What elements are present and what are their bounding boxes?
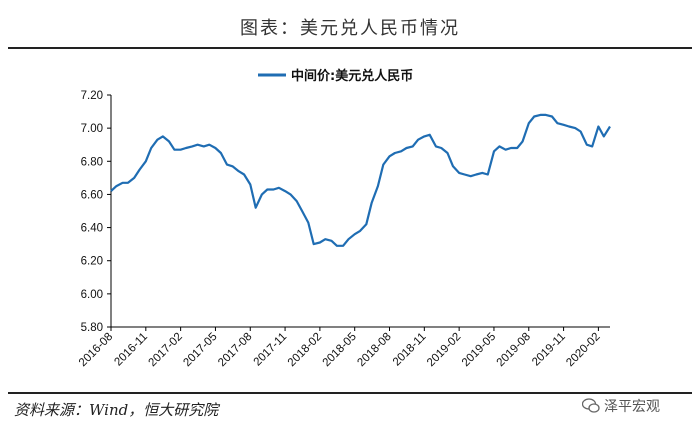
legend-label: 中间价:美元兑人民币 xyxy=(291,68,413,84)
series-line-usd-cny xyxy=(110,113,611,247)
x-tick-label: 2019-11 xyxy=(530,331,568,369)
y-tick-label: 5.80 xyxy=(81,322,103,334)
wechat-icon xyxy=(582,398,600,414)
y-tick-label: 6.40 xyxy=(81,223,103,235)
x-tick-label: 2017-08 xyxy=(216,331,254,369)
y-tick-label: 6.20 xyxy=(81,256,103,268)
x-tick-label: 2019-05 xyxy=(460,331,498,369)
x-tick-label: 2019-08 xyxy=(495,331,533,369)
y-axis-ticks: 7.20 7.00 6.80 6.60 6.40 6.20 6.00 5.80 xyxy=(81,90,111,334)
legend: 中间价:美元兑人民币 xyxy=(258,68,413,84)
page-title: 图表：美元兑人民币情况 xyxy=(240,18,460,39)
x-tick-label: 2018-02 xyxy=(286,331,324,369)
y-tick-label: 6.80 xyxy=(81,156,103,168)
source-note: 资料来源：Wind，恒大研究院 xyxy=(14,401,219,419)
x-tick-label: 2016-11 xyxy=(112,331,150,369)
x-tick-label: 2018-08 xyxy=(355,331,393,369)
x-tick-label: 2020-02 xyxy=(564,331,602,369)
x-axis-ticks: 2016-082016-112017-022017-052017-082017-… xyxy=(77,327,603,369)
exchange-rate-chart: 中间价:美元兑人民币 7.20 7.00 6.80 6.60 6.40 6.20 6.00 5… xyxy=(77,68,611,369)
x-tick-label: 2016-08 xyxy=(77,331,115,369)
y-tick-label: 7.20 xyxy=(81,90,103,102)
x-tick-label: 2017-11 xyxy=(252,331,290,369)
x-tick-label: 2017-05 xyxy=(181,331,219,369)
watermark: 泽平宏观 xyxy=(582,396,660,416)
x-tick-label: 2018-05 xyxy=(321,331,359,369)
x-tick-label: 2018-11 xyxy=(391,331,429,369)
y-tick-label: 6.00 xyxy=(81,289,103,301)
top-rule xyxy=(8,47,692,49)
y-tick-label: 6.60 xyxy=(81,189,103,201)
x-tick-label: 2017-02 xyxy=(147,331,185,369)
bottom-rule xyxy=(8,392,692,394)
y-tick-label: 7.00 xyxy=(81,123,103,135)
x-tick-label: 2019-02 xyxy=(425,331,463,369)
watermark-label: 泽平宏观 xyxy=(604,399,660,415)
